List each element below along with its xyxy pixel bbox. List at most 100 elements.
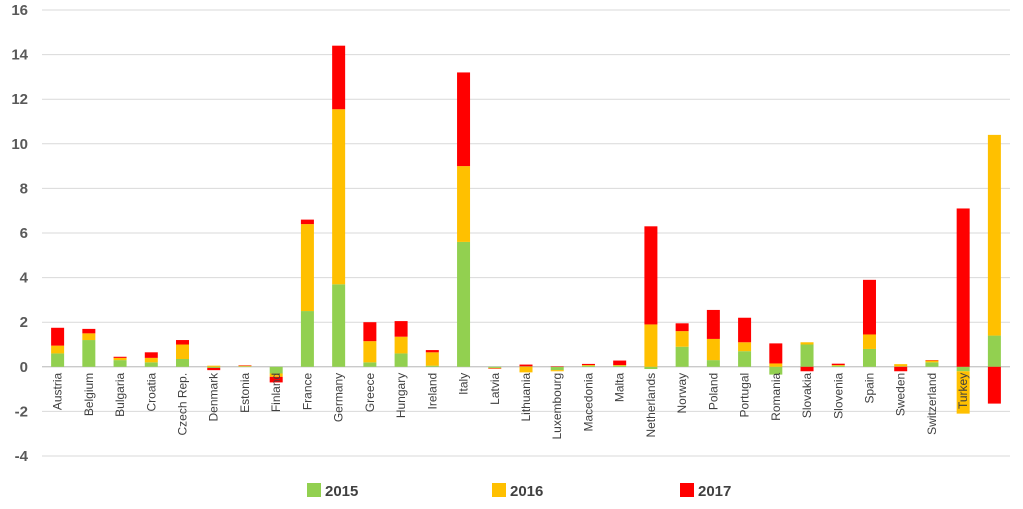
- bar-segment-2016: [987, 134, 1001, 336]
- y-tick-label: 14: [11, 47, 28, 64]
- x-tick-label: Slovenia: [831, 372, 845, 418]
- x-tick-label: Slovakia: [800, 372, 814, 418]
- x-tick-label: Spain: [862, 373, 876, 404]
- bar-segment-2016: [831, 365, 845, 366]
- bar-segment-2017: [894, 366, 908, 372]
- x-tick-label: Czech Rep.: [176, 373, 190, 436]
- bar-segment-2015: [644, 366, 658, 370]
- x-tick-label: Switzerland: [925, 373, 939, 435]
- bar-segment-2017: [987, 366, 1001, 404]
- bar-segment-2017: [738, 317, 752, 343]
- x-tick-label: Malta: [613, 372, 627, 402]
- bar-segment-2015: [769, 366, 783, 375]
- bar-segment-2016: [925, 360, 939, 363]
- x-tick-label: Belgium: [82, 373, 96, 416]
- bar-segment-2016: [269, 373, 283, 377]
- bar-segment-2017: [394, 321, 408, 337]
- bar-segment-2016: [144, 357, 158, 363]
- bar-segment-2015: [457, 241, 471, 367]
- bar-segment-2017: [675, 323, 689, 332]
- x-tick-label: Italy: [457, 373, 471, 395]
- bar-segment-2016: [550, 370, 564, 372]
- bar-segment-2015: [113, 360, 127, 367]
- legend-label: 2016: [510, 483, 543, 500]
- bar-segment-2016: [894, 364, 908, 367]
- bar-segment-2016: [113, 357, 127, 361]
- bar-segment-2016: [519, 366, 533, 373]
- x-tick-label: Ireland: [425, 373, 439, 410]
- bar-segment-2017: [831, 363, 845, 366]
- bar-segment-2015: [300, 311, 314, 367]
- bar-segment-2015: [144, 362, 158, 367]
- y-tick-label: 8: [20, 180, 28, 197]
- bar-segment-2016: [581, 365, 595, 366]
- bar-segment-2015: [738, 351, 752, 367]
- bar-segment-2016: [457, 166, 471, 242]
- bar-segment-2015: [363, 362, 377, 367]
- x-tick-label: Hungary: [394, 373, 408, 418]
- legend-label: 2015: [325, 483, 358, 500]
- bar-segment-2017: [51, 327, 65, 346]
- y-tick-label: 12: [11, 91, 28, 108]
- bar-segment-2015: [207, 366, 221, 368]
- bar-segment-2016: [300, 224, 314, 312]
- bar-segment-2017: [457, 72, 471, 167]
- x-tick-label: Poland: [706, 373, 720, 410]
- legend-swatch-2016: [492, 483, 506, 497]
- bar-segment-2015: [488, 366, 502, 368]
- bar-segment-2016: [769, 363, 783, 367]
- bar-segment-2016: [613, 365, 627, 366]
- y-tick-label: 2: [20, 314, 28, 331]
- bar-segment-2017: [800, 366, 814, 372]
- x-tick-label: France: [300, 372, 314, 410]
- y-tick-label: 6: [20, 225, 28, 242]
- x-tick-label: Estonia: [238, 372, 252, 412]
- bar-segment-2016: [706, 338, 720, 361]
- bar-segment-2016: [394, 336, 408, 354]
- y-axis: -4 -2 0 2 4 6 8 10 12 14 16: [11, 2, 28, 465]
- legend-swatch-2017: [680, 483, 694, 497]
- bar-segment-2017: [956, 208, 970, 367]
- bar-segment-2015: [425, 365, 439, 367]
- bar-segment-2017: [769, 343, 783, 364]
- bar-segment-2015: [51, 353, 65, 367]
- x-tick-label: Bulgaria: [113, 372, 127, 416]
- bar-segment-2017: [644, 226, 658, 325]
- bar-segment-2015: [862, 348, 876, 367]
- bar-segment-2017: [113, 356, 127, 358]
- y-tick-label: 10: [11, 136, 28, 153]
- bar-segment-2017: [519, 364, 533, 367]
- bar-segment-2015: [176, 358, 190, 367]
- bar-segment-2016: [956, 371, 970, 414]
- bar-segment-2016: [675, 331, 689, 347]
- bar-segment-2015: [581, 365, 595, 367]
- x-tick-label: Sweden: [894, 373, 908, 416]
- x-tick-label: Croatia: [144, 372, 158, 411]
- bar-segment-2015: [831, 365, 845, 367]
- bar-segment-2017: [363, 322, 377, 342]
- bar-segment-2016: [363, 341, 377, 363]
- bar-segment-2015: [675, 346, 689, 367]
- y-tick-label: 0: [20, 359, 28, 376]
- bar-segment-2015: [394, 353, 408, 367]
- bar-segment-2017: [332, 45, 346, 110]
- x-tick-label: Romania: [769, 372, 783, 420]
- bar-segment-2016: [82, 333, 96, 341]
- bar-segment-2015: [550, 366, 564, 371]
- bar-segment-2015: [987, 335, 1001, 367]
- bar-segment-2017: [300, 219, 314, 225]
- bar-segment-2016: [800, 342, 814, 345]
- bar-segment-2017: [862, 279, 876, 335]
- x-tick-label: Luxembourg: [550, 373, 564, 440]
- bar-segment-2017: [425, 350, 439, 353]
- x-tick-label: Finland: [269, 373, 283, 412]
- bars: [51, 45, 1001, 414]
- bar-segment-2015: [82, 340, 96, 367]
- y-tick-label: -2: [15, 403, 28, 420]
- x-tick-label: Portugal: [738, 373, 752, 418]
- bar-segment-2017: [176, 340, 190, 345]
- bar-segment-2016: [332, 109, 346, 285]
- x-tick-label: Germany: [332, 373, 346, 422]
- x-tick-label: Netherlands: [644, 373, 658, 438]
